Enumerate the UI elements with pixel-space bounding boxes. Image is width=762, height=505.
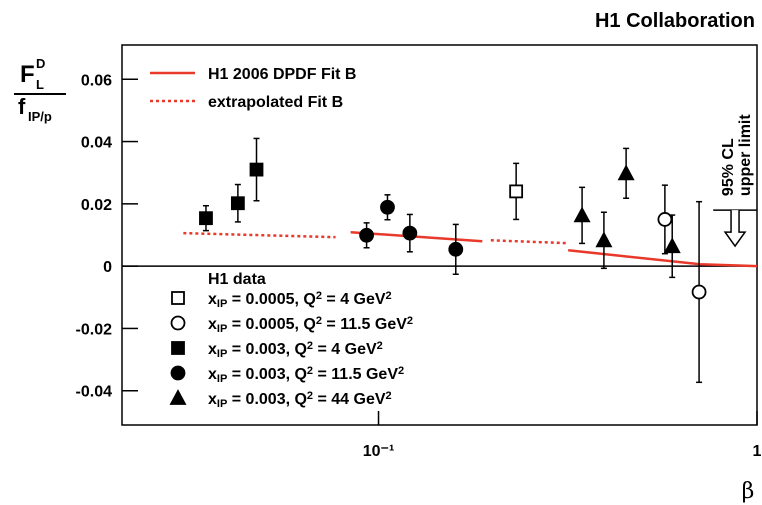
y-tick-label: 0 [103,259,112,276]
y-tick-label: 0.02 [81,197,112,214]
legend-title: H1 data [208,271,266,288]
upper-limit-label: 95% CL [720,138,737,196]
legend-label-part: = 4 GeV [322,291,386,308]
legend-label: xIP = 0.003, Q2 = 4 GeV2 [208,340,383,360]
legend-label-part: 2 [307,390,313,402]
y-label-part: L [36,77,44,92]
legend-label-part: = 0.003, Q [227,391,307,408]
legend-label-part: x [208,391,217,408]
y-label-part: IP/p [28,109,52,124]
y-label-part: f [18,94,26,119]
marker [402,225,418,241]
chart-title: H1 Collaboration [595,10,755,32]
legend-label-part: = 4 GeV [313,341,377,358]
y-tick-label: -0.02 [76,321,113,338]
y-tick-label: 0.06 [81,72,112,89]
marker [380,199,395,215]
legend-label-part: x [208,291,217,308]
x-tick-label: 1 [753,443,762,460]
legend-label-part: 2 [316,290,322,302]
legend-label: xIP = 0.003, Q2 = 11.5 GeV2 [208,365,404,385]
legend-label-part: IP [217,398,227,410]
legend-label-part: = 44 GeV [313,391,386,408]
marker [199,211,213,226]
y-label-part: F [20,61,35,88]
marker [359,227,374,243]
marker [509,184,524,199]
marker [595,231,613,248]
legend-label-part: x [208,366,217,383]
legend-label-part: = 0.0005, Q [227,291,316,308]
x-tick-label: 10⁻¹ [363,443,395,460]
y-tick-label: 0.04 [81,135,112,152]
legend-label-part: IP [217,323,227,335]
legend-label-part: IP [217,348,227,360]
marker [171,291,185,305]
legend-label-part: = 0.003, Q [227,366,307,383]
legend-label-part: 2 [398,365,404,377]
legend-label-part: = 0.0005, Q [227,316,316,333]
marker [170,365,186,381]
fit-line [183,231,567,245]
legend-label-part: 2 [307,340,313,352]
legend-label-part: x [208,341,217,358]
legend-label-part: 2 [307,365,313,377]
marker [170,315,186,331]
marker [617,164,635,181]
legend-label-part: 2 [386,290,392,302]
x-axis-label: β [742,479,755,504]
marker [448,241,464,257]
legend-label: xIP = 0.0005, Q2 = 11.5 GeV2 [208,315,413,335]
legend-label: xIP = 0.0005, Q2 = 4 GeV2 [208,290,392,310]
marker [657,212,673,227]
marker [663,237,681,254]
y-label-part: D [36,56,45,71]
legend-label: H1 2006 DPDF Fit B [208,66,356,83]
legend-label-part: 2 [377,340,383,352]
legend-label: extrapolated Fit B [208,94,343,111]
legend-label-part: IP [217,298,227,310]
upper-limit-label: upper limit [737,114,754,196]
legend-label-part: 2 [407,315,413,327]
legend-label-part: = 0.003, Q [227,341,307,358]
marker [230,196,245,211]
legend-label-part: x [208,316,217,333]
marker [573,206,591,223]
legend-label: xIP = 0.003, Q2 = 44 GeV2 [208,390,392,410]
legend-label-part: = 11.5 GeV [322,316,407,333]
y-axis-label: F L D f IP/p [14,56,66,124]
upper-limit-arrow [723,210,747,248]
legend-label-part: = 11.5 GeV [313,366,398,383]
plot-frame [121,44,758,426]
legend-label-part: 2 [316,315,322,327]
y-tick-label: -0.04 [76,384,113,401]
legend-label-part: 2 [386,390,392,402]
marker [691,284,707,300]
marker [171,341,185,355]
legend-label-part: IP [217,373,227,385]
marker [169,389,187,405]
marker [249,162,264,177]
